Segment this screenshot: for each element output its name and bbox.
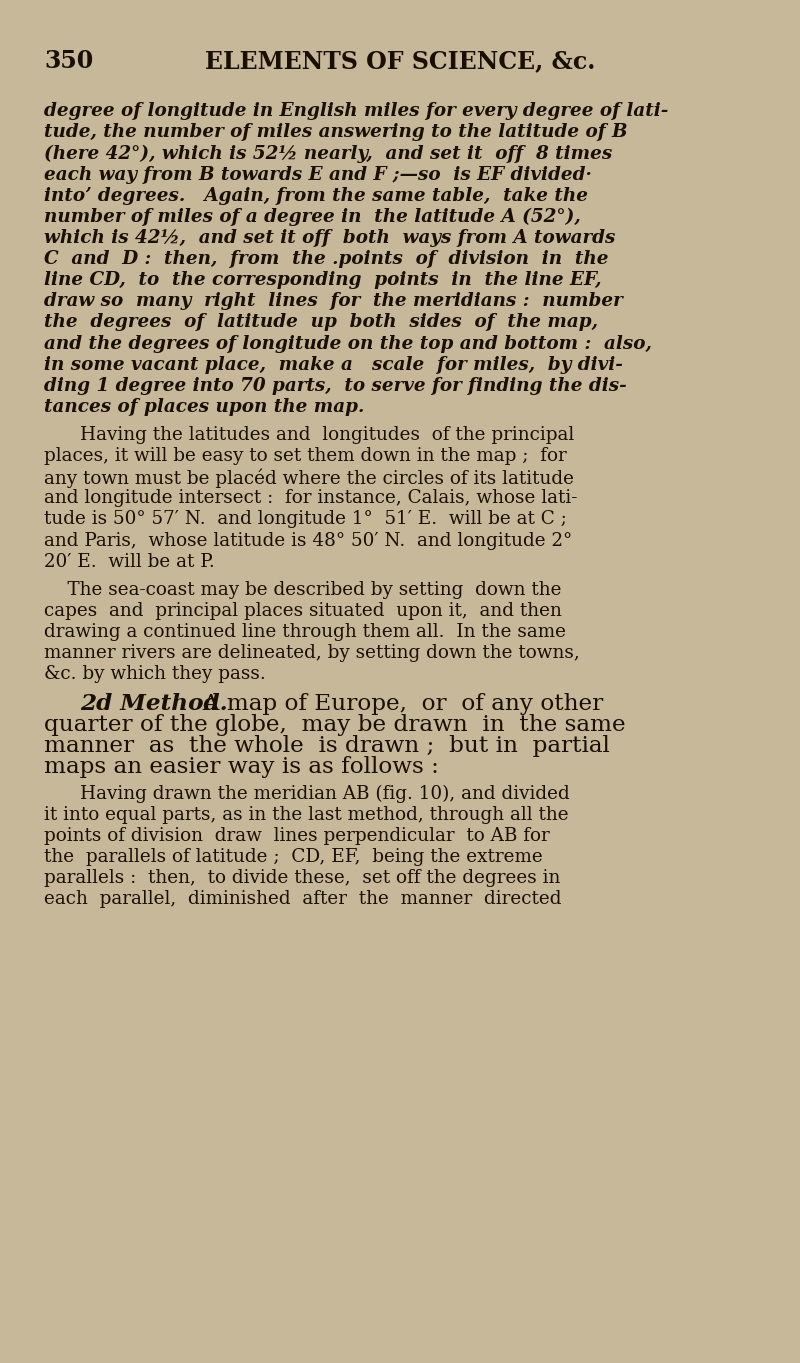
Text: and Paris,  whose latitude is 48° 50′ N.  and longitude 2°: and Paris, whose latitude is 48° 50′ N. … (44, 532, 572, 549)
Text: places, it will be easy to set them down in the map ;  for: places, it will be easy to set them down… (44, 447, 566, 465)
Text: tude is 50° 57′ N.  and longitude 1°  51′ E.  will be at C ;: tude is 50° 57′ N. and longitude 1° 51′ … (44, 510, 567, 529)
Text: degree of longitude in English miles for every degree of lati-: degree of longitude in English miles for… (44, 102, 668, 120)
Text: 2d Method.: 2d Method. (80, 692, 228, 716)
Text: parallels :  then,  to divide these,  set off the degrees in: parallels : then, to divide these, set o… (44, 868, 560, 887)
Text: intoʼ degrees.   Again, from the same table,  take the: intoʼ degrees. Again, from the same tabl… (44, 187, 588, 204)
Text: tances of places upon the map.: tances of places upon the map. (44, 398, 364, 416)
Text: and the degrees of longitude on the top and bottom :  also,: and the degrees of longitude on the top … (44, 334, 652, 353)
Text: capes  and  principal places situated  upon it,  and then: capes and principal places situated upon… (44, 601, 562, 620)
Text: manner  as  the whole  is drawn ;  but in  partial: manner as the whole is drawn ; but in pa… (44, 735, 610, 758)
Text: ELEMENTS OF SCIENCE, &c.: ELEMENTS OF SCIENCE, &c. (205, 49, 595, 74)
Text: (here 42°), which is 52½ nearly,  and set it  off  8 times: (here 42°), which is 52½ nearly, and set… (44, 144, 612, 162)
Text: 350: 350 (44, 49, 94, 74)
Text: &c. by which they pass.: &c. by which they pass. (44, 665, 266, 683)
Text: Having the latitudes and  longitudes  of the principal: Having the latitudes and longitudes of t… (80, 425, 574, 444)
Text: The sea-coast may be described by setting  down the: The sea-coast may be described by settin… (44, 581, 562, 598)
Text: each  parallel,  diminished  after  the  manner  directed: each parallel, diminished after the mann… (44, 890, 562, 908)
Text: the  parallels of latitude ;  CD, EF,  being the extreme: the parallels of latitude ; CD, EF, bein… (44, 848, 542, 866)
Text: Having drawn the meridian AB (fig. 10), and divided: Having drawn the meridian AB (fig. 10), … (80, 784, 570, 803)
Text: C  and  D :  then,  from  the .points  of  division  in  the: C and D : then, from the .points of divi… (44, 249, 609, 269)
Text: tude, the number of miles answering to the latitude of B: tude, the number of miles answering to t… (44, 123, 627, 142)
Text: the  degrees  of  latitude  up  both  sides  of  the map,: the degrees of latitude up both sides of… (44, 313, 598, 331)
Text: maps an easier way is as follows :: maps an easier way is as follows : (44, 756, 439, 778)
Text: which is 42½,  and set it off  both  ways from A towards: which is 42½, and set it off both ways f… (44, 229, 615, 247)
Text: points of division  draw  lines perpendicular  to AB for: points of division draw lines perpendicu… (44, 826, 550, 845)
Text: and longitude intersect :  for instance, Calais, whose lati-: and longitude intersect : for instance, … (44, 489, 578, 507)
Text: each way from B towards E and F ;—so  is EF divided·: each way from B towards E and F ;—so is … (44, 165, 592, 184)
Text: in some vacant place,  make a   scale  for miles,  by divi-: in some vacant place, make a scale for m… (44, 356, 623, 373)
Text: draw so  many  right  lines  for  the meridians :  number: draw so many right lines for the meridia… (44, 292, 622, 311)
Text: ding 1 degree into 70 parts,  to serve for finding the dis-: ding 1 degree into 70 parts, to serve fo… (44, 376, 626, 395)
Text: quarter of the globe,  may be drawn  in  the same: quarter of the globe, may be drawn in th… (44, 714, 626, 736)
Text: 20′ E.  will be at P.: 20′ E. will be at P. (44, 552, 214, 571)
Text: any town must be placéd where the circles of its latitude: any town must be placéd where the circle… (44, 468, 574, 488)
Text: line CD,  to  the corresponding  points  in  the line EF,: line CD, to the corresponding points in … (44, 271, 602, 289)
Text: it into equal parts, as in the last method, through all the: it into equal parts, as in the last meth… (44, 806, 569, 823)
Text: number of miles of a degree in  the latitude A (52°),: number of miles of a degree in the latit… (44, 207, 581, 226)
Text: A map of Europe,  or  of any other: A map of Europe, or of any other (188, 692, 603, 716)
Text: drawing a continued line through them all.  In the same: drawing a continued line through them al… (44, 623, 566, 641)
Text: manner rivers are delineated, by setting down the towns,: manner rivers are delineated, by setting… (44, 643, 580, 662)
